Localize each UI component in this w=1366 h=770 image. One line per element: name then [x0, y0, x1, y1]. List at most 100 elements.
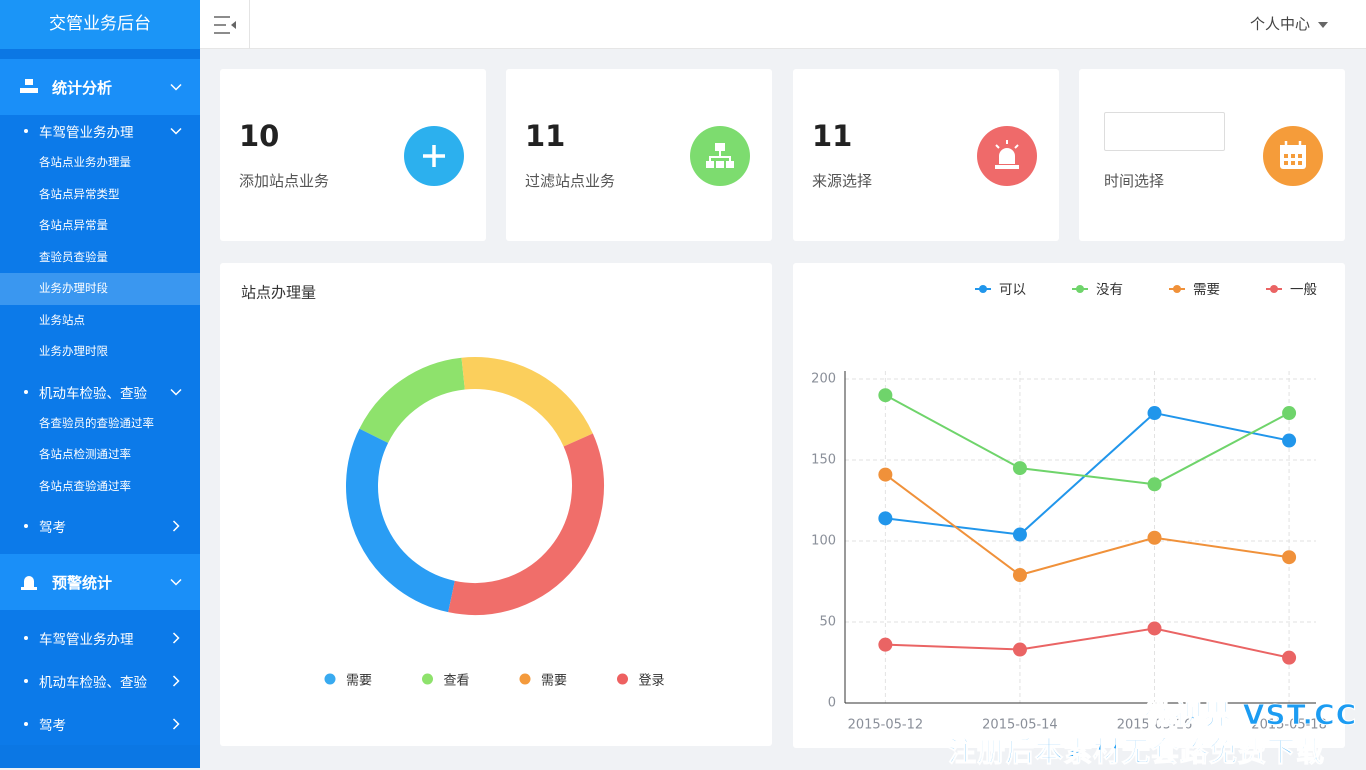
menu-group-label: 预警统计	[52, 573, 113, 592]
submenu: 驾考	[0, 510, 200, 542]
data-point[interactable]	[1282, 650, 1297, 665]
menu-group-header[interactable]: 预警统计	[0, 554, 200, 610]
submenu-label: 车驾管业务办理	[39, 125, 134, 141]
sitemap-icon[interactable]	[690, 126, 750, 186]
legend-label[interactable]: 需要	[346, 674, 372, 689]
caret	[1318, 21, 1328, 28]
legend-swatch	[1270, 285, 1278, 293]
x-tick-label: 2015-05-14	[982, 718, 1058, 733]
stat-value: 10	[239, 119, 280, 153]
stat-card: 11 过滤站点业务	[506, 69, 772, 241]
data-point[interactable]	[878, 467, 893, 482]
data-point[interactable]	[878, 637, 893, 652]
submenu-header[interactable]: 车驾管业务办理	[0, 616, 200, 659]
data-point[interactable]	[1012, 642, 1027, 657]
menu-item[interactable]: 各站点业务办理量	[39, 155, 131, 169]
legend-label[interactable]: 需要	[1193, 282, 1220, 298]
donut-chart: 站点办理量 需要 查看 需要 登录	[241, 284, 665, 689]
data-point[interactable]	[1282, 550, 1297, 565]
series-line	[885, 411, 1290, 536]
data-point[interactable]	[878, 388, 893, 403]
chevron	[172, 717, 180, 730]
donut-slice[interactable]	[359, 357, 466, 444]
legend-swatch	[979, 285, 987, 293]
menu-item[interactable]: 各站点查验通过率	[39, 478, 131, 493]
menu-group-header[interactable]: 统计分析	[0, 59, 200, 115]
data-point[interactable]	[1147, 621, 1162, 636]
legend-label[interactable]: 登录	[639, 674, 665, 689]
submenu-label: 车驾管业务办理	[39, 631, 134, 648]
add-icon[interactable]	[404, 126, 464, 186]
icon-part	[24, 576, 34, 587]
legend-swatch	[1076, 285, 1084, 293]
submenu-header[interactable]: 机动车检验、查验	[0, 376, 200, 408]
stat-label: 时间选择	[1104, 172, 1165, 190]
chevron	[170, 578, 182, 586]
watermark: 微视界 VST.CC	[1144, 698, 1358, 732]
legend-label[interactable]: 没有	[1096, 282, 1123, 298]
submenu-header[interactable]: 车驾管业务办理	[0, 115, 200, 147]
chevron	[170, 127, 182, 135]
alarm-icon[interactable]	[977, 126, 1037, 186]
chevron-line	[170, 83, 182, 91]
menu: 统计分析 车驾管业务办理 各站点业务办理量 各站点异常类型 各站点异常量 查验员查验量 业务…	[0, 59, 200, 745]
y-tick-label: 200	[811, 372, 836, 387]
data-point[interactable]	[1012, 527, 1027, 542]
menu-item[interactable]: 业务办理时段	[0, 273, 200, 305]
submenu-label: 驾考	[39, 520, 66, 536]
submenu: 机动车检验、查验	[0, 659, 200, 702]
data-point[interactable]	[1147, 477, 1162, 492]
menu-item[interactable]: 业务办理时限	[39, 344, 108, 358]
legend-label[interactable]: 可以	[999, 282, 1027, 298]
series-line	[884, 473, 1290, 577]
menu-item[interactable]: 各查验员的查验通过率	[39, 415, 154, 430]
legend-label[interactable]: 一般	[1290, 282, 1318, 298]
chevron-line	[172, 631, 180, 644]
donut-slice[interactable]	[448, 433, 604, 615]
data-point[interactable]	[878, 511, 893, 526]
chevron-line	[170, 388, 182, 396]
submenu-label: 机动车检验、查验	[39, 385, 147, 402]
data-point[interactable]	[1012, 461, 1027, 476]
menu-item[interactable]: 查验员查验量	[39, 249, 108, 264]
data-point[interactable]	[1282, 433, 1297, 448]
sidebar: 交管业务后台 统计分析 车驾管业务办理 各站点业务办理量 各站点异常类型 各站点异常量查…	[0, 0, 200, 768]
donut-slice[interactable]	[346, 428, 456, 613]
menu-group-body: 车驾管业务办理 各站点业务办理量 各站点异常类型 各站点异常量 查验员查验量业务办理时段…	[0, 115, 200, 554]
chevron-line	[172, 674, 180, 687]
line-panel: 0 50 100 150 200 2015-05-12 2015-05-14 2015-05-…	[793, 263, 1345, 748]
chart-title: 站点办理量	[241, 284, 316, 302]
submenu-header[interactable]: 驾考	[0, 702, 200, 745]
legend-swatch	[324, 673, 336, 685]
stat-card: 11 来源选择	[793, 69, 1059, 241]
menu-item[interactable]: 业务站点	[39, 312, 85, 327]
legend-label[interactable]: 查看	[444, 673, 470, 689]
chevron-line	[170, 578, 182, 586]
donut-slice[interactable]	[461, 357, 593, 447]
menu-toggle[interactable]	[200, 0, 250, 49]
x-tick-label: 2015-05-12	[848, 718, 924, 733]
data-point[interactable]	[1282, 406, 1297, 421]
menu-item[interactable]: 各站点异常类型	[39, 186, 120, 201]
date-input[interactable]	[1104, 112, 1225, 151]
y-tick-label: 50	[819, 615, 836, 630]
icon-part	[32, 88, 38, 93]
submenu: 驾考	[0, 702, 200, 745]
stat-card: 时间选择	[1079, 69, 1345, 241]
data-point[interactable]	[1012, 568, 1027, 583]
user-menu[interactable]: 个人中心	[1250, 0, 1328, 48]
data-point[interactable]	[1147, 406, 1162, 421]
submenu: 车驾管业务办理	[0, 616, 200, 659]
submenu-header[interactable]: 驾考	[0, 510, 200, 542]
legend-label[interactable]: 需要	[541, 674, 567, 689]
menu-item[interactable]: 各站点异常量	[39, 218, 108, 232]
menu-item[interactable]: 各站点检测通过率	[39, 447, 131, 461]
legend-swatch	[617, 673, 628, 685]
calendar-icon[interactable]	[1263, 126, 1323, 186]
submenu-header[interactable]: 机动车检验、查验	[0, 659, 200, 702]
icon-part	[21, 587, 37, 590]
y-tick-label: 0	[828, 696, 836, 711]
legend-swatch	[519, 673, 531, 685]
submenu: 车驾管业务办理 各站点业务办理量 各站点异常类型 各站点异常量 查验员查验量业务办理时段…	[0, 115, 200, 368]
data-point[interactable]	[1147, 530, 1162, 545]
